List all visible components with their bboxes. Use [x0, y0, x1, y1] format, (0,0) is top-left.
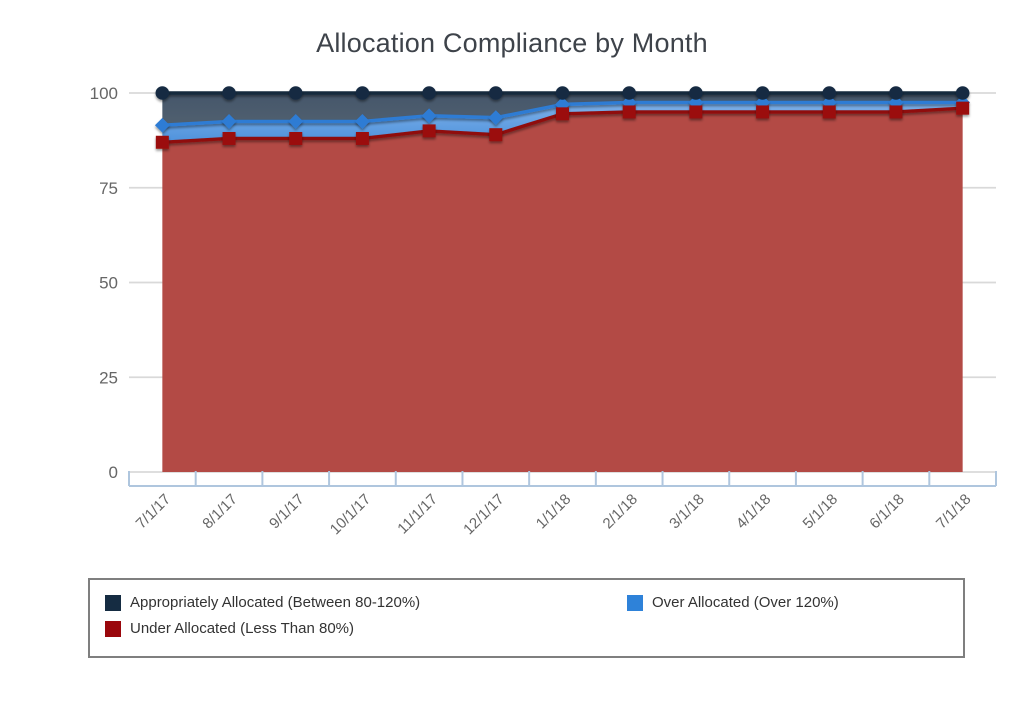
- svg-text:25: 25: [99, 368, 118, 387]
- diamond-marker: [288, 114, 304, 129]
- circle-marker: [889, 86, 903, 100]
- circle-marker: [622, 86, 636, 100]
- square-marker: [956, 101, 970, 115]
- square-marker: [622, 105, 636, 119]
- diamond-marker: [488, 110, 504, 126]
- y-axis-labels: 0 25 50 75 100: [90, 84, 118, 482]
- diamond-marker: [221, 114, 237, 129]
- square-marker: [289, 131, 303, 145]
- legend-item-under-allocated[interactable]: Under Allocated (Less Than 80%): [105, 621, 627, 637]
- svg-text:50: 50: [99, 274, 118, 293]
- square-marker: [355, 131, 369, 145]
- square-marker: [756, 105, 770, 119]
- svg-text:7/1/18: 7/1/18: [933, 491, 975, 533]
- x-axis: [128, 471, 997, 487]
- x-axis-labels: 7/1/17 8/1/17 9/1/17 10/1/17 11/1/17 12/1/17 1…: [133, 491, 975, 538]
- circle-marker: [355, 86, 370, 100]
- circle-marker: [222, 86, 236, 100]
- legend-label: Appropriately Allocated (Between 80-120%…: [130, 594, 421, 611]
- area-under-allocated: [162, 108, 963, 472]
- svg-text:8/1/17: 8/1/17: [199, 491, 241, 533]
- square-marker: [822, 105, 836, 119]
- series-markers: [154, 86, 971, 149]
- circle-marker: [489, 86, 503, 100]
- circle-marker: [155, 86, 170, 100]
- circle-marker: [822, 86, 837, 100]
- legend-item-over-allocated[interactable]: Over Allocated (Over 120%): [627, 595, 963, 611]
- svg-text:11/1/17: 11/1/17: [394, 491, 441, 538]
- svg-text:75: 75: [99, 179, 118, 198]
- square-marker: [489, 128, 503, 142]
- svg-text:7/1/17: 7/1/17: [133, 491, 175, 533]
- circle-marker: [755, 86, 770, 100]
- svg-text:4/1/18: 4/1/18: [733, 491, 775, 533]
- chart-title: Allocation Compliance by Month: [316, 28, 708, 58]
- diamond-marker: [421, 108, 437, 124]
- circle-marker: [288, 86, 303, 100]
- svg-text:10/1/17: 10/1/17: [327, 491, 374, 538]
- circle-marker: [555, 86, 570, 100]
- square-marker: [422, 124, 436, 138]
- chart-legend: Appropriately Allocated (Between 80-120%…: [88, 578, 965, 658]
- legend-label: Under Allocated (Less Than 80%): [130, 620, 355, 637]
- svg-text:9/1/17: 9/1/17: [266, 491, 308, 533]
- diamond-marker: [355, 114, 370, 129]
- square-marker: [222, 131, 236, 145]
- over-allocated-swatch-icon: [627, 595, 643, 611]
- svg-text:100: 100: [90, 84, 118, 103]
- square-marker: [889, 105, 903, 119]
- svg-text:3/1/18: 3/1/18: [666, 491, 708, 533]
- svg-text:5/1/18: 5/1/18: [800, 491, 842, 533]
- square-marker: [155, 135, 169, 149]
- legend-item-appropriately-allocated[interactable]: Appropriately Allocated (Between 80-120%…: [105, 595, 627, 611]
- square-marker: [556, 107, 569, 121]
- svg-text:1/1/18: 1/1/18: [533, 491, 575, 533]
- square-marker: [689, 105, 703, 119]
- diamond-marker: [154, 117, 170, 133]
- svg-text:2/1/18: 2/1/18: [600, 491, 642, 533]
- svg-text:0: 0: [109, 463, 118, 482]
- circle-marker: [955, 86, 970, 100]
- legend-label: Over Allocated (Over 120%): [652, 594, 839, 611]
- svg-text:6/1/18: 6/1/18: [866, 491, 908, 533]
- diamond-marker: [821, 95, 837, 110]
- under-allocated-swatch-icon: [105, 621, 121, 637]
- circle-marker: [422, 86, 436, 100]
- appropriately-allocated-swatch-icon: [105, 595, 121, 611]
- svg-text:12/1/17: 12/1/17: [460, 491, 507, 538]
- circle-marker: [689, 86, 703, 100]
